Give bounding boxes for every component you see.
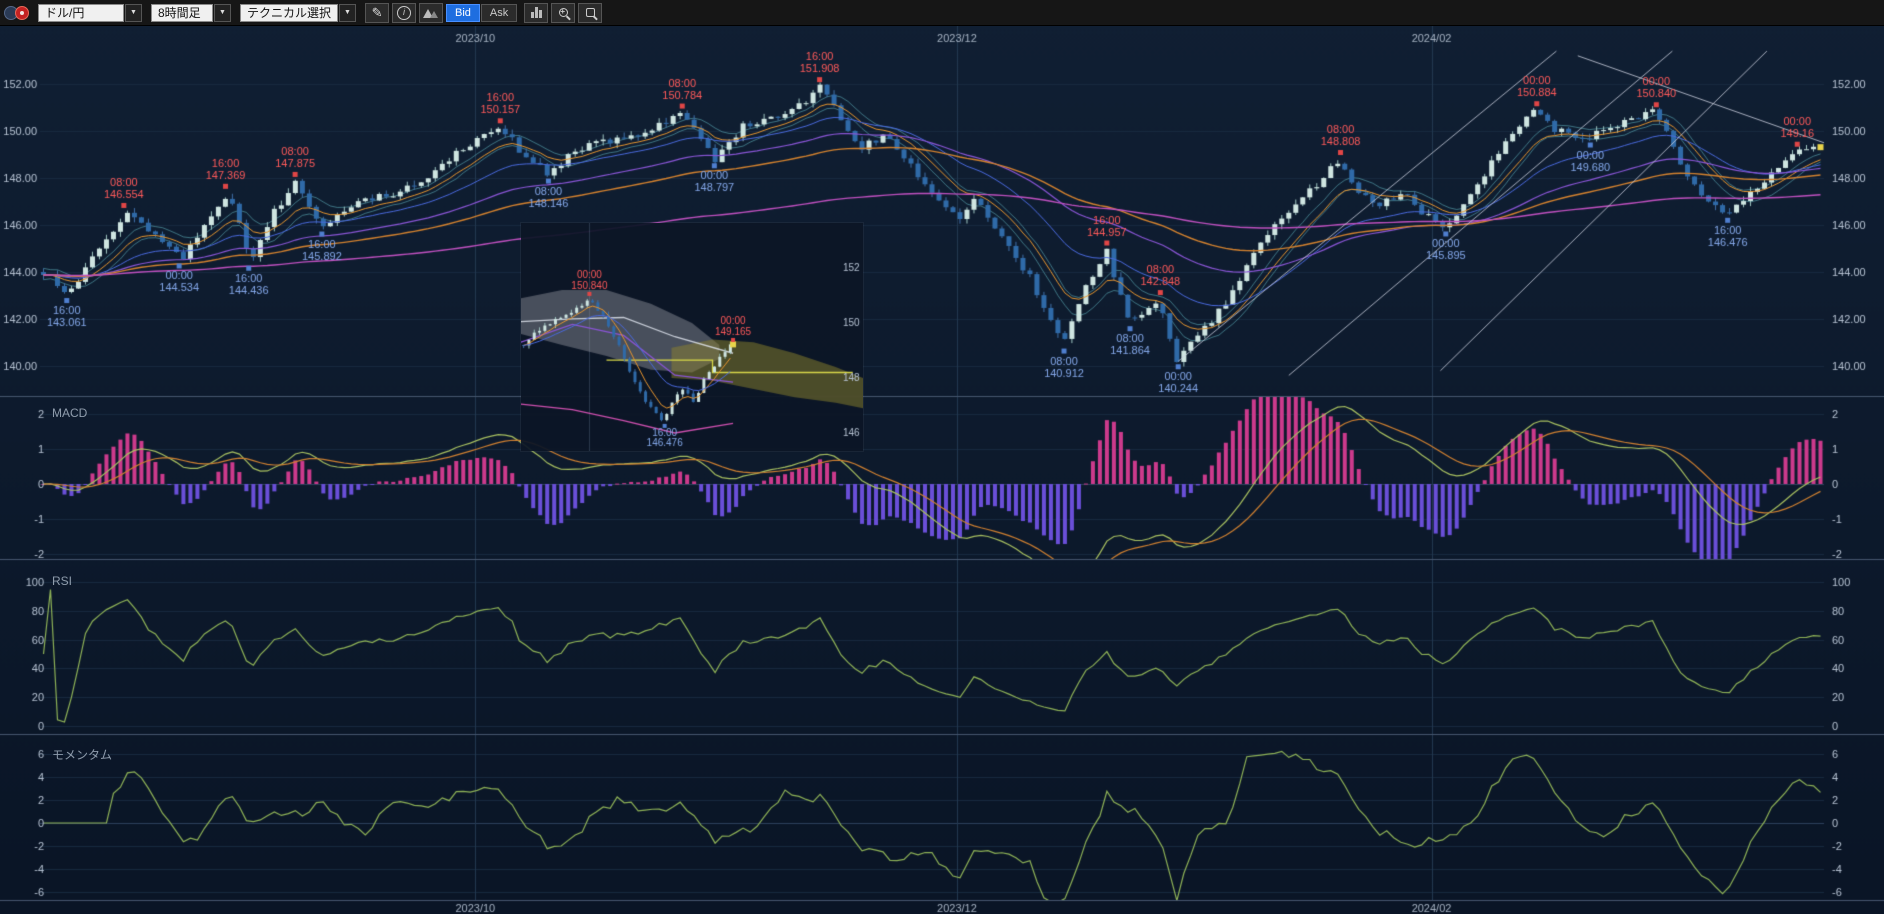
logo-red-circle-icon	[15, 5, 29, 20]
info-icon: i	[397, 5, 412, 20]
chevron-down-icon[interactable]: ▼	[125, 3, 142, 22]
timeframe-value[interactable]: 8時間足	[151, 3, 213, 22]
zoom-area-button[interactable]	[578, 2, 603, 23]
inset-chart-window[interactable]	[520, 222, 864, 452]
timeframe-select[interactable]: 8時間足 ▼	[151, 3, 231, 23]
toolbar: ドル/円 ▼ 8時間足 ▼ テクニカル選択 ▼ ✎ i Bid Ask	[0, 0, 1884, 26]
chevron-down-icon[interactable]: ▼	[339, 3, 357, 22]
mountain-icon	[423, 8, 439, 18]
chart-range-button[interactable]	[524, 2, 549, 23]
draw-tool-button[interactable]: ✎	[365, 2, 390, 23]
currency-pair-value[interactable]: ドル/円	[38, 3, 124, 22]
bars-icon	[530, 7, 542, 18]
chart-style-button[interactable]	[419, 2, 444, 23]
technical-indicator-select[interactable]: テクニカル選択 ▼	[240, 3, 357, 23]
currency-pair-select[interactable]: ドル/円 ▼	[38, 3, 142, 23]
magnifier-plus-icon: +	[558, 8, 568, 17]
bid-button[interactable]: Bid	[446, 3, 480, 22]
main-chart-canvas[interactable]	[0, 26, 1884, 914]
technical-indicator-value[interactable]: テクニカル選択	[240, 3, 339, 22]
info-button[interactable]: i	[392, 2, 417, 23]
magnifier-area-icon	[585, 8, 595, 17]
app-logo-icon	[4, 4, 34, 22]
pencil-icon: ✎	[371, 5, 383, 20]
zoom-in-button[interactable]: +	[551, 2, 576, 23]
chevron-down-icon[interactable]: ▼	[214, 3, 231, 22]
ask-button[interactable]: Ask	[480, 3, 518, 22]
inset-chart-canvas[interactable]	[521, 223, 863, 451]
